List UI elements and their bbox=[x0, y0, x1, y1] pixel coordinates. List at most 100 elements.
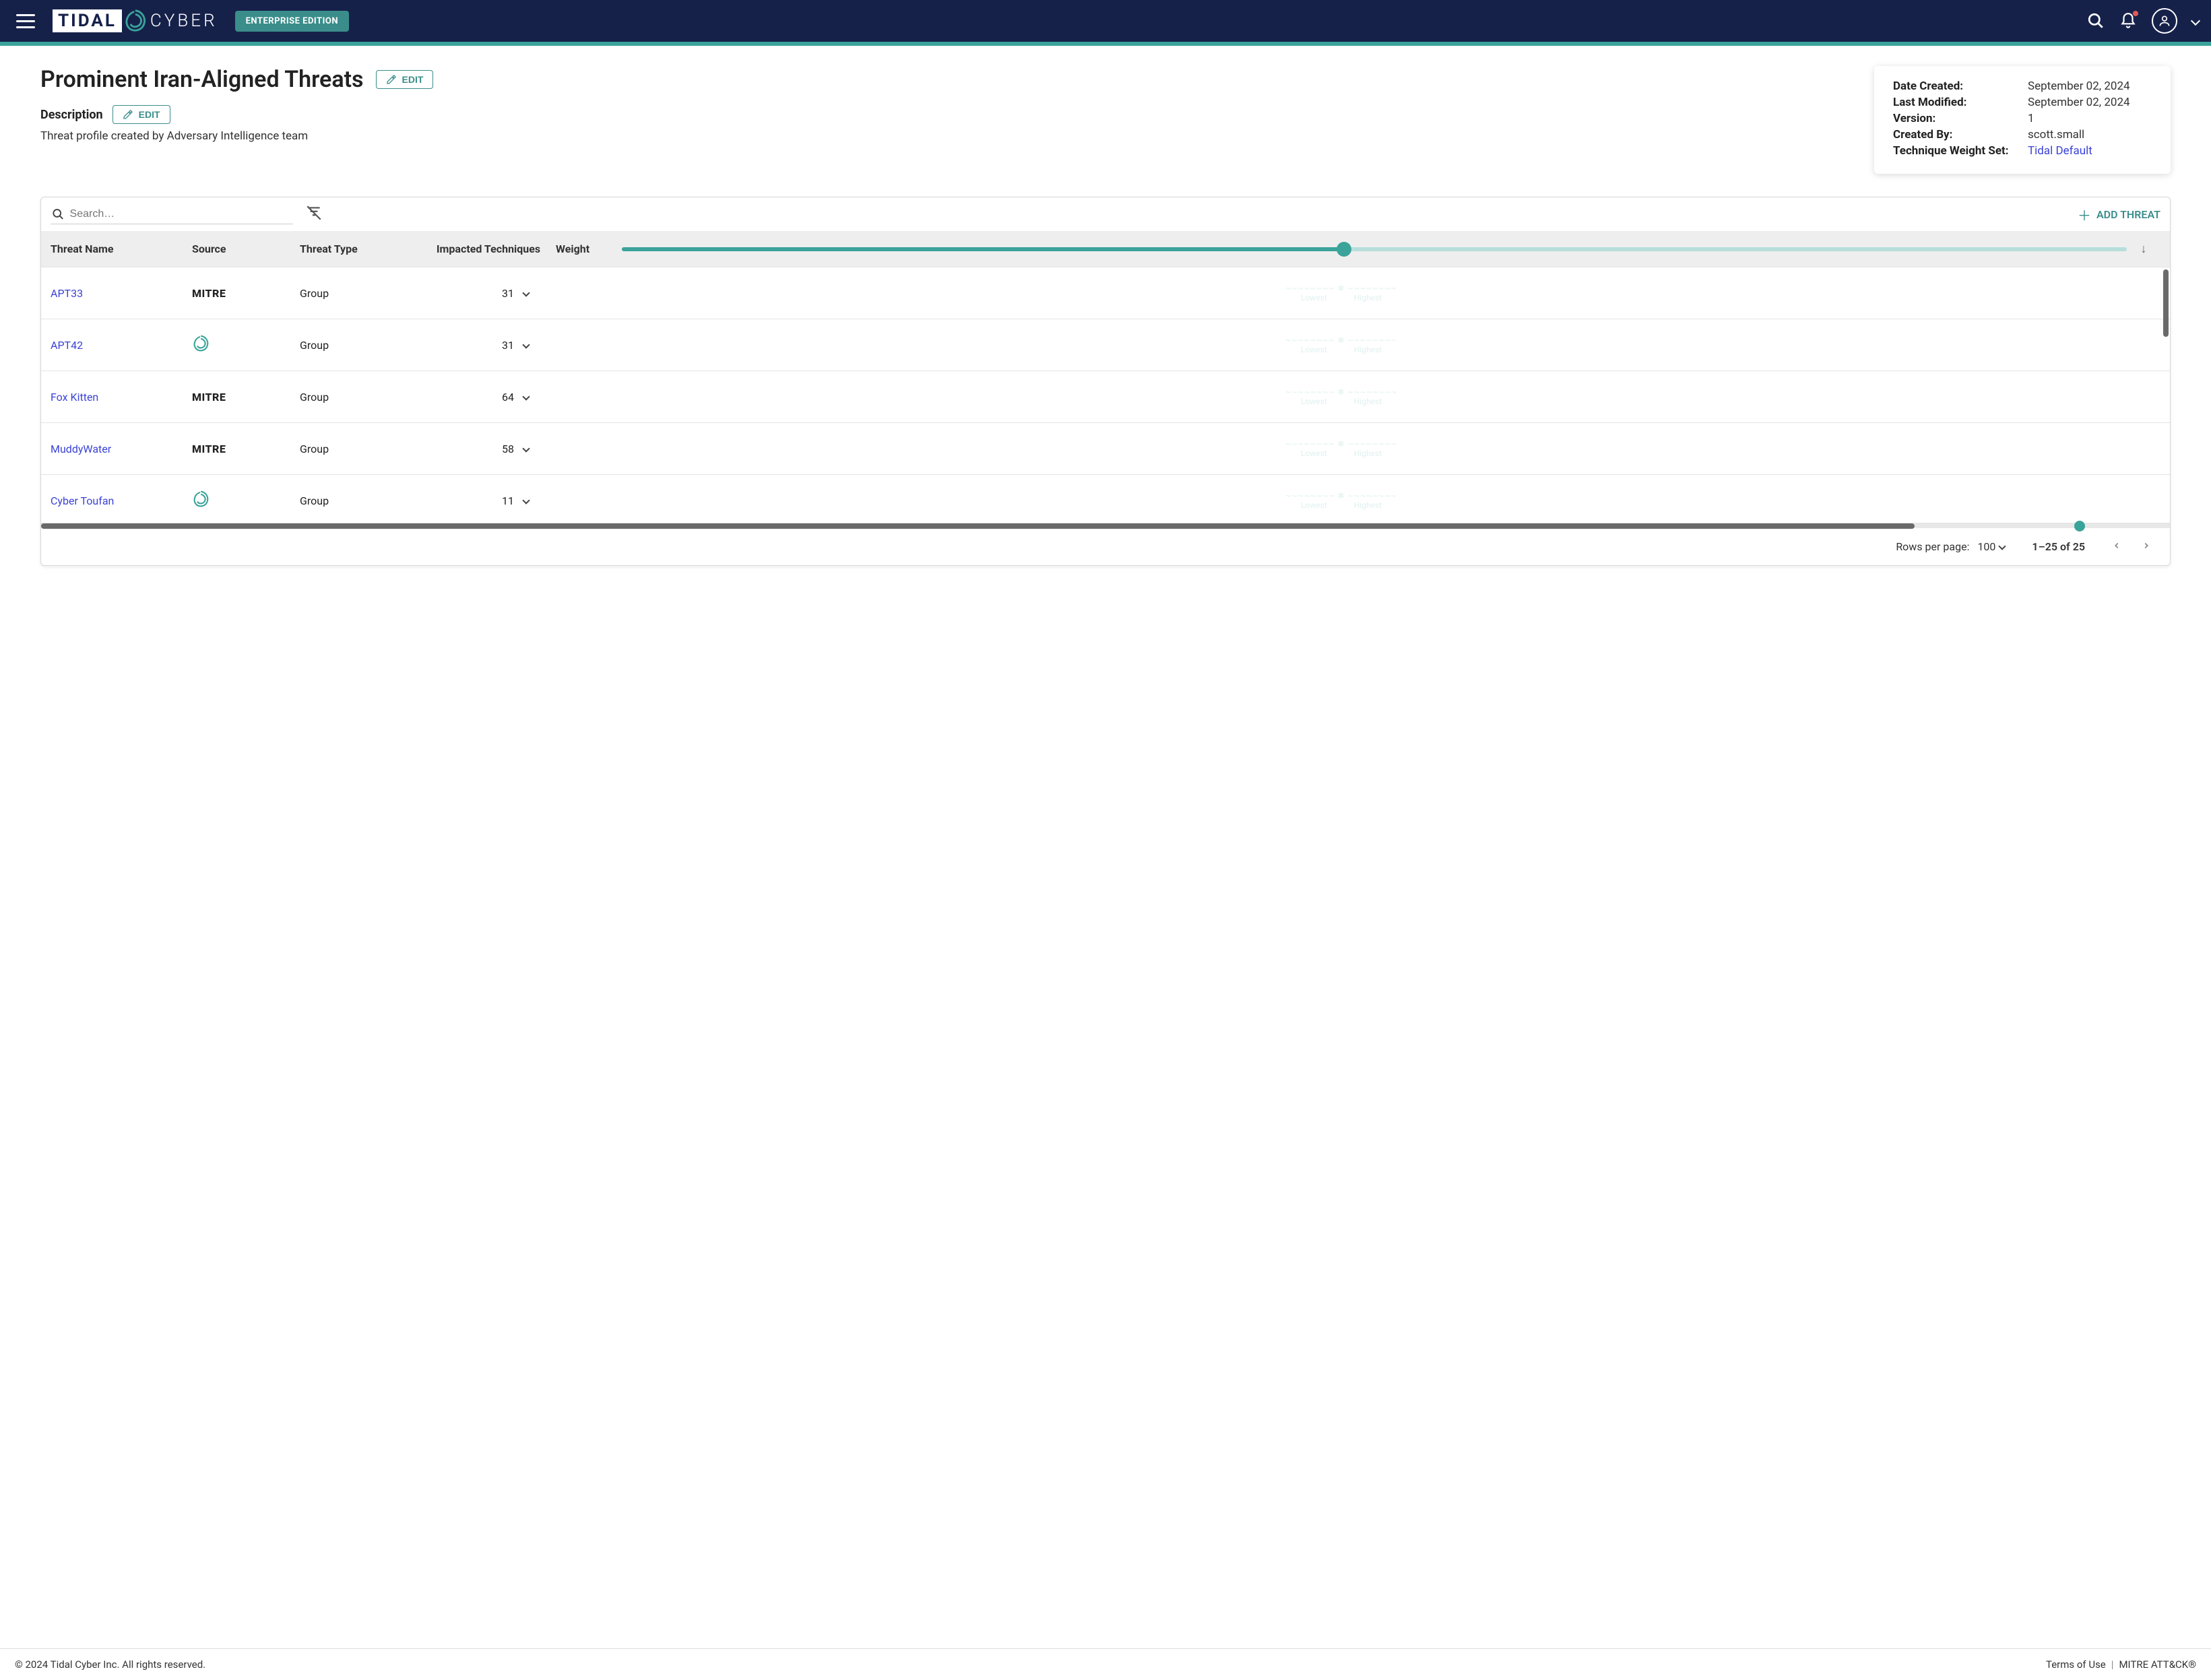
brand-swirl-icon bbox=[123, 8, 149, 34]
col-impacted[interactable]: Impacted Techniques bbox=[421, 243, 556, 255]
threat-name-link[interactable]: APT33 bbox=[51, 287, 192, 300]
edit-description-button[interactable]: EDIT bbox=[113, 105, 170, 124]
rows-per-page-select[interactable]: 100 bbox=[1977, 540, 2005, 553]
footer-mitre-link[interactable]: MITRE ATT&CK® bbox=[2119, 1658, 2196, 1671]
search-input[interactable] bbox=[70, 208, 292, 220]
meta-last-modified-label: Last Modified: bbox=[1893, 96, 2028, 109]
threat-name-link[interactable]: Fox Kitten bbox=[51, 391, 192, 403]
chevron-down-icon bbox=[1999, 542, 2006, 550]
expand-row-icon[interactable] bbox=[522, 289, 530, 296]
col-weight: Weight bbox=[556, 243, 2127, 255]
expand-row-icon[interactable] bbox=[522, 496, 530, 504]
col-weight-label[interactable]: Weight bbox=[556, 243, 589, 255]
search-icon bbox=[52, 207, 65, 221]
col-threat-type[interactable]: Threat Type bbox=[300, 243, 421, 255]
footer-terms-link[interactable]: Terms of Use bbox=[2046, 1658, 2106, 1671]
prev-page-button[interactable] bbox=[2112, 540, 2121, 553]
table-toolbar: ＋ ADD THREAT bbox=[41, 197, 2170, 231]
tidal-source-icon bbox=[192, 343, 211, 356]
weight-cell[interactable]: ~~~~~~~~ ✻ ~~~~~~~~ LowestHighest bbox=[556, 486, 2127, 515]
footer-copyright: © 2024 Tidal Cyber Inc. All rights reser… bbox=[15, 1658, 205, 1671]
meta-weight-set-label: Technique Weight Set: bbox=[1893, 144, 2028, 158]
table-header: Threat Name Source Threat Type Impacted … bbox=[41, 231, 2170, 267]
weight-indicator: ~~~~~~~~ ✻ ~~~~~~~~ LowestHighest bbox=[556, 434, 2127, 463]
notification-dot bbox=[2133, 11, 2138, 16]
weight-slider-fill bbox=[622, 247, 1344, 251]
threat-source: MITRE bbox=[192, 391, 300, 403]
threat-source bbox=[192, 334, 300, 356]
expand-row-icon[interactable] bbox=[522, 341, 530, 348]
description-text: Threat profile created by Adversary Inte… bbox=[40, 129, 1847, 143]
meta-version-value: 1 bbox=[2028, 112, 2034, 125]
threat-name-link[interactable]: APT42 bbox=[51, 339, 192, 352]
weight-indicator: ~~~~~~~~ ✻ ~~~~~~~~ LowestHighest bbox=[556, 330, 2127, 360]
brand-logo[interactable]: TIDAL CYBER bbox=[53, 8, 218, 34]
search-wrap bbox=[51, 205, 293, 224]
top-nav: TIDAL CYBER ENTERPRISE EDITION bbox=[0, 0, 2211, 46]
threat-type: Group bbox=[300, 494, 421, 507]
impacted-techniques: 58 bbox=[421, 443, 556, 455]
edition-badge: ENTERPRISE EDITION bbox=[235, 11, 349, 32]
threat-source: MITRE bbox=[192, 287, 300, 300]
rows-per-page-value: 100 bbox=[1977, 540, 1995, 553]
col-threat-name[interactable]: Threat Name bbox=[51, 243, 192, 255]
sort-arrow-icon[interactable]: ↓ bbox=[2127, 242, 2160, 256]
meta-weight-set-link[interactable]: Tidal Default bbox=[2028, 144, 2092, 158]
impacted-techniques: 31 bbox=[421, 287, 556, 300]
threat-name-link[interactable]: Cyber Toufan bbox=[51, 494, 192, 507]
weight-cell[interactable]: ~~~~~~~~ ✻ ~~~~~~~~ LowestHighest bbox=[556, 278, 2127, 308]
page-title: Prominent Iran-Aligned Threats bbox=[40, 66, 364, 93]
weight-cell[interactable]: ~~~~~~~~ ✻ ~~~~~~~~ LowestHighest bbox=[556, 330, 2127, 360]
meta-created-by-label: Created By: bbox=[1893, 128, 2028, 141]
meta-created-by-value: scott.small bbox=[2028, 128, 2084, 141]
edit-label: EDIT bbox=[402, 74, 424, 85]
tidal-source-icon bbox=[192, 498, 211, 511]
threat-type: Group bbox=[300, 391, 421, 403]
avatar-icon bbox=[2152, 8, 2177, 34]
threat-name-link[interactable]: MuddyWater bbox=[51, 443, 192, 455]
table-row: APT33 MITRE Group 31 ~~~~~~~~ ✻ ~~~~~~~~… bbox=[41, 267, 2170, 319]
threat-type: Group bbox=[300, 443, 421, 455]
meta-date-created-value: September 02, 2024 bbox=[2028, 79, 2130, 93]
impacted-techniques: 64 bbox=[421, 391, 556, 403]
horizontal-scrollbar[interactable] bbox=[41, 523, 2170, 528]
vertical-scrollbar[interactable] bbox=[2163, 269, 2169, 337]
brand-part1: TIDAL bbox=[53, 9, 122, 32]
threat-source: MITRE bbox=[192, 443, 300, 455]
footer-separator: | bbox=[2111, 1658, 2114, 1671]
meta-last-modified-value: September 02, 2024 bbox=[2028, 96, 2130, 109]
notifications-icon[interactable] bbox=[2119, 12, 2137, 30]
add-threat-button[interactable]: ＋ ADD THREAT bbox=[2078, 205, 2160, 224]
rows-per-page-label: Rows per page: bbox=[1896, 540, 1969, 553]
weight-cell[interactable]: ~~~~~~~~ ✻ ~~~~~~~~ LowestHighest bbox=[556, 434, 2127, 463]
threats-table: ＋ ADD THREAT Threat Name Source Threat T… bbox=[40, 197, 2171, 566]
table-row: APT42 Group 31 ~~~~~~~~ ✻ ~~~~~~~~ Lowes… bbox=[41, 319, 2170, 370]
meta-date-created-label: Date Created: bbox=[1893, 79, 2028, 93]
filter-off-icon[interactable] bbox=[305, 204, 323, 224]
weight-cell[interactable]: ~~~~~~~~ ✻ ~~~~~~~~ LowestHighest bbox=[556, 382, 2127, 412]
add-threat-label: ADD THREAT bbox=[2096, 208, 2160, 221]
expand-row-icon[interactable] bbox=[522, 445, 530, 452]
expand-row-icon[interactable] bbox=[522, 393, 530, 400]
weight-slider-thumb[interactable] bbox=[1337, 242, 1351, 257]
page-body: Prominent Iran-Aligned Threats EDIT Desc… bbox=[0, 46, 2211, 1627]
description-label: Description bbox=[40, 108, 103, 122]
edit-title-button[interactable]: EDIT bbox=[376, 70, 434, 89]
profile-menu-chevron[interactable] bbox=[2192, 18, 2199, 24]
table-row: Cyber Toufan Group 11 ~~~~~~~~ ✻ ~~~~~~~… bbox=[41, 474, 2170, 523]
table-row: Fox Kitten MITRE Group 64 ~~~~~~~~ ✻ ~~~… bbox=[41, 370, 2170, 422]
menu-icon[interactable] bbox=[12, 10, 39, 32]
next-page-button[interactable] bbox=[2142, 540, 2151, 553]
weight-indicator: ~~~~~~~~ ✻ ~~~~~~~~ LowestHighest bbox=[556, 486, 2127, 515]
pencil-icon bbox=[123, 109, 133, 120]
col-source[interactable]: Source bbox=[192, 243, 300, 255]
weight-indicator: ~~~~~~~~ ✻ ~~~~~~~~ LowestHighest bbox=[556, 278, 2127, 308]
profile-button[interactable] bbox=[2152, 8, 2177, 34]
threat-source bbox=[192, 490, 300, 511]
search-icon[interactable] bbox=[2087, 12, 2105, 30]
impacted-techniques: 31 bbox=[421, 339, 556, 352]
edit-label: EDIT bbox=[139, 109, 160, 120]
table-row: MuddyWater MITRE Group 58 ~~~~~~~~ ✻ ~~~… bbox=[41, 422, 2170, 474]
pencil-icon bbox=[386, 74, 397, 85]
weight-slider[interactable] bbox=[622, 247, 2127, 251]
